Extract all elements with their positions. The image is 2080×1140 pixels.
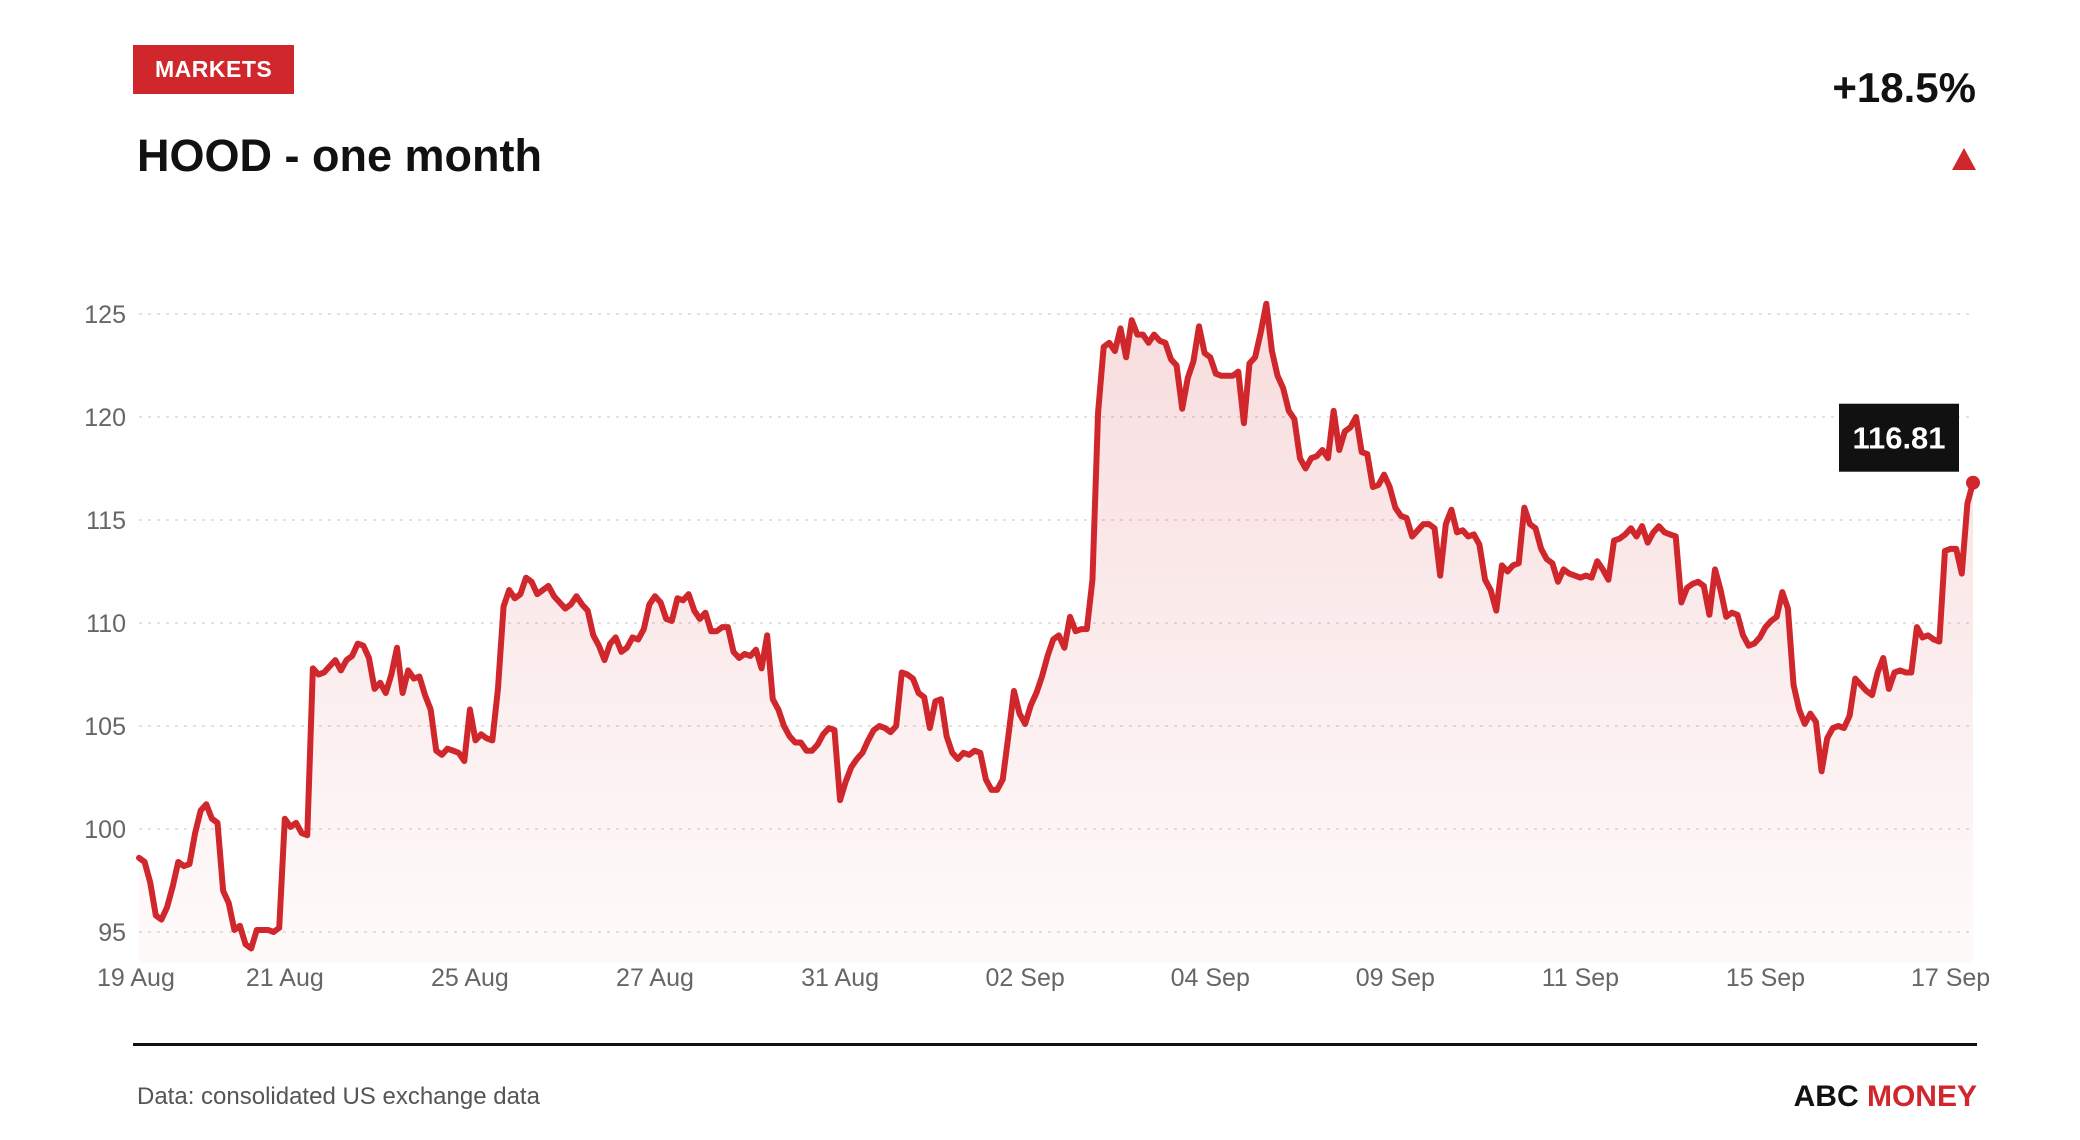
x-tick-label-5: 02 Sep <box>986 964 1065 992</box>
data-source-note: Data: consolidated US exchange data <box>137 1083 540 1110</box>
y-tick-label-125: 125 <box>84 301 126 329</box>
footer-divider <box>133 1043 1977 1046</box>
x-tick-label-3: 27 Aug <box>616 964 694 992</box>
last-value-box <box>1839 403 1959 472</box>
x-tick-label-7: 09 Sep <box>1356 964 1435 992</box>
x-tick-label-4: 31 Aug <box>801 964 879 992</box>
x-tick-label-8: 11 Sep <box>1542 964 1619 992</box>
y-tick-label-105: 105 <box>84 713 126 741</box>
y-tick-label-95: 95 <box>98 919 126 947</box>
x-tick-label-1: 21 Aug <box>246 964 324 992</box>
markets-badge: MARKETS <box>133 45 295 94</box>
y-tick-label-110: 110 <box>86 610 126 638</box>
up-triangle-icon <box>1952 148 1976 170</box>
last-point-marker <box>1966 475 1980 490</box>
price-line <box>136 300 1976 952</box>
brand-logo-part1: ABC <box>1793 1080 1859 1113</box>
x-tick-label-10: 17 Sep <box>1911 964 1990 992</box>
area-fill <box>139 303 1973 963</box>
last-value-label: 116.81 <box>1852 421 1945 456</box>
brand-logo-part2: MONEY <box>1866 1080 1977 1113</box>
x-tick-label-2: 25 Aug <box>431 964 509 992</box>
y-tick-label-120: 120 <box>84 404 126 432</box>
x-tick-label-0: 19 Aug <box>97 964 175 992</box>
x-tick-label-9: 15 Sep <box>1726 964 1805 992</box>
x-tick-label-6: 04 Sep <box>1171 964 1250 992</box>
percent-change: +18.5% <box>1832 64 1976 111</box>
brand-logo: ABC MONEY <box>1794 1080 1977 1114</box>
chart-title: HOOD - one month <box>137 130 542 181</box>
y-tick-label-115: 115 <box>86 507 126 535</box>
y-tick-label-100: 100 <box>84 816 126 844</box>
